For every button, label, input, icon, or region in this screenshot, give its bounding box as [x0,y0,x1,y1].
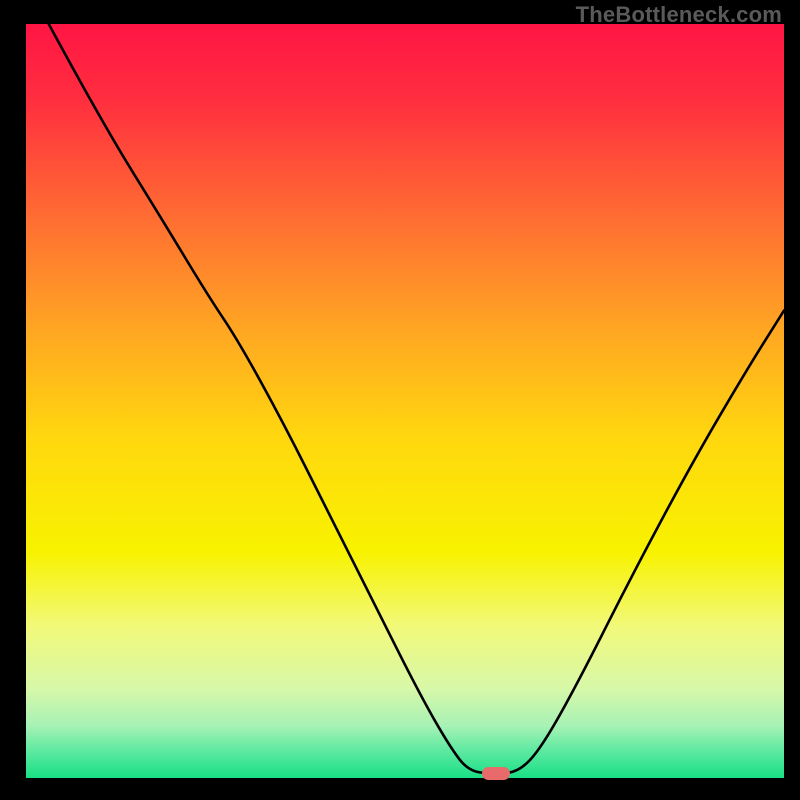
watermark-label: TheBottleneck.com [576,2,782,28]
optimum-marker [482,767,509,781]
bottleneck-curve [26,24,784,778]
chart-frame: TheBottleneck.com [0,0,800,800]
plot-area [26,24,784,778]
curve-path [49,24,784,773]
